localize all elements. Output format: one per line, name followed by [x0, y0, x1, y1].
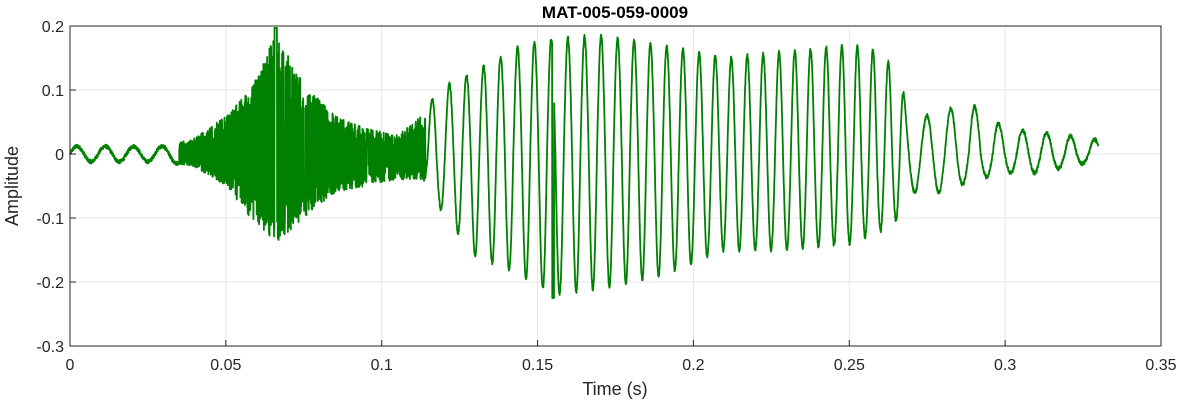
- y-tick-label: 0: [55, 147, 64, 164]
- y-tick-label: 0.1: [42, 83, 64, 100]
- tick-marks: [69, 25, 1162, 347]
- x-tick-label: 0.2: [682, 357, 704, 374]
- amplitude-waveform: [69, 27, 1100, 299]
- y-tick-label: -0.3: [36, 339, 64, 356]
- series-layer: [69, 27, 1100, 299]
- y-tick-label: 0.2: [42, 19, 64, 36]
- y-axis-label: Amplitude: [2, 146, 22, 226]
- plot-frame: [69, 25, 1162, 347]
- x-tick-label: 0.25: [834, 357, 865, 374]
- y-tick-label: -0.2: [36, 275, 64, 292]
- x-tick-label: 0.1: [371, 357, 393, 374]
- x-tick-label: 0.05: [210, 357, 241, 374]
- x-tick-label: 0.15: [522, 357, 553, 374]
- y-tick-labels: -0.3 -0.2 -0.1 0 0.1 0.2: [36, 19, 64, 356]
- x-tick-label: 0.35: [1145, 357, 1176, 374]
- x-tick-label: 0: [66, 357, 75, 374]
- y-tick-label: -0.1: [36, 211, 64, 228]
- x-tick-label: 0.3: [994, 357, 1016, 374]
- x-tick-labels: 0 0.05 0.1 0.15 0.2 0.25 0.3 0.35: [66, 357, 1177, 374]
- x-axis-label: Time (s): [582, 379, 647, 399]
- chart-title: MAT-005-059-0009: [542, 3, 688, 22]
